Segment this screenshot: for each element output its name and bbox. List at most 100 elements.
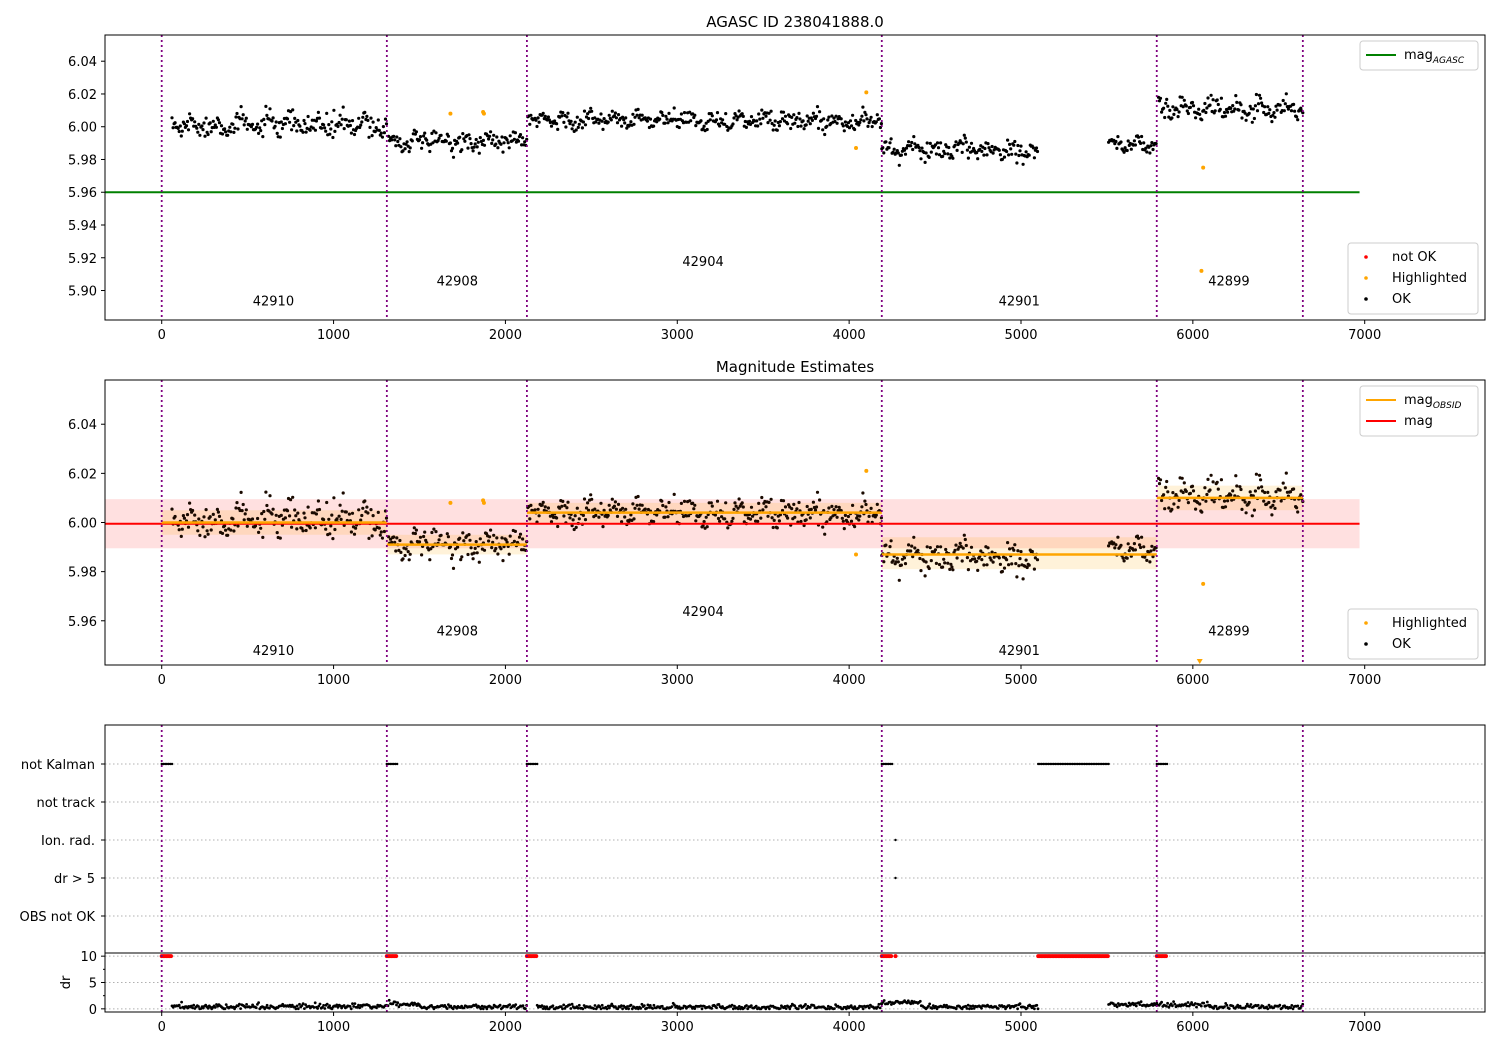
p2-ok-point — [679, 501, 684, 505]
p2-ok-point — [632, 517, 636, 521]
flag-point — [1107, 762, 1110, 766]
p2-ok-point — [919, 569, 923, 573]
p2-ok-point — [1223, 505, 1228, 509]
p1-ok-point — [472, 145, 476, 149]
dr-point — [191, 1006, 194, 1010]
dr-point — [1278, 1003, 1282, 1007]
p1-ok-point — [383, 117, 388, 121]
p2-ok-point — [624, 507, 628, 511]
p2-ok-point — [562, 514, 566, 518]
p2-ytick-label: 6.02 — [68, 467, 97, 482]
p2-ok-point — [821, 525, 825, 529]
p1-ok-point — [865, 117, 869, 121]
p1-ok-point — [889, 137, 893, 141]
p2-ok-point — [910, 544, 914, 548]
dr-point — [905, 1001, 909, 1005]
p2-ok-point — [613, 500, 618, 504]
p2-ok-point — [1253, 489, 1257, 493]
p2-ok-point — [560, 504, 564, 508]
p1-ok-point — [1164, 101, 1168, 105]
dr-point — [731, 1007, 735, 1011]
p1-ok-point — [296, 118, 300, 123]
p2-ok-point — [882, 560, 886, 564]
p2-ok-point — [941, 565, 945, 569]
dr-point — [754, 1004, 758, 1008]
dr-point — [498, 1003, 502, 1007]
p2-ok-point — [736, 506, 740, 510]
p2-ok-point — [1205, 492, 1209, 497]
dr-point — [700, 1007, 704, 1011]
p1-ok-point — [565, 115, 569, 119]
dr-tick-label: 10 — [80, 950, 97, 965]
p1-ok-point — [987, 146, 991, 150]
dr-point — [562, 1003, 566, 1007]
p2-ok-point — [797, 500, 801, 505]
p1-ok-point — [1205, 106, 1209, 110]
p1-ytick-label: 6.02 — [68, 88, 97, 103]
p2-ok-point — [201, 525, 205, 529]
panel1-title: AGASC ID 238041888.0 — [706, 13, 884, 31]
p2-ok-point — [412, 526, 416, 530]
p1-ok-point — [536, 116, 540, 120]
p1-ok-point — [1253, 104, 1257, 108]
p2-ok-point — [593, 507, 597, 511]
p1-ok-point — [176, 126, 180, 130]
p1-ok-point — [975, 151, 979, 155]
p1-ok-point — [1231, 104, 1235, 108]
p2-ok-point — [737, 497, 741, 501]
p2-ok-point — [1119, 543, 1123, 547]
p1-ok-point — [262, 117, 266, 121]
p2-ok-point — [399, 550, 403, 555]
p1-ok-point — [1219, 96, 1223, 100]
p1-ok-point — [724, 112, 728, 116]
p1-ok-point — [393, 138, 397, 142]
p2-ok-point — [397, 548, 401, 553]
p1-ok-point — [1006, 138, 1010, 142]
p1-ok-point — [620, 124, 624, 128]
p2-ok-point — [1116, 535, 1120, 539]
p1-ok-point — [846, 121, 851, 125]
flag-point — [1036, 762, 1040, 766]
p3-xtick-label: 2000 — [489, 1020, 522, 1035]
dr-point — [620, 1004, 623, 1008]
p1-ok-point — [271, 116, 275, 120]
p2-ok-point — [629, 513, 633, 517]
p1-ok-point — [714, 118, 719, 122]
p1-ok-point — [927, 155, 931, 159]
p2-ok-point — [843, 513, 848, 518]
p2-ok-point — [317, 507, 322, 512]
p1-ok-point — [937, 153, 942, 157]
dr-point — [624, 1007, 628, 1010]
p1-ok-point — [381, 125, 385, 129]
p2-ok-point — [471, 557, 475, 561]
p1-ok-point — [614, 116, 619, 120]
p1-ok-point — [790, 115, 794, 119]
p1-ok-point — [566, 111, 570, 115]
p1-ok-point — [518, 133, 523, 137]
p2-ok-point — [365, 505, 369, 509]
p1-ok-point — [849, 124, 854, 128]
p2-ok-point — [780, 508, 785, 513]
p1-ok-point — [1292, 102, 1296, 106]
dr-point — [352, 1005, 356, 1008]
p1-ok-point — [476, 140, 480, 144]
p1-ok-point — [985, 153, 989, 157]
p1-ok-point — [859, 118, 863, 122]
p1-ok-point — [912, 135, 916, 139]
p1-ok-point — [396, 139, 400, 144]
dr-point — [318, 1002, 322, 1006]
p2-ok-point — [482, 548, 487, 552]
p1-ok-point — [891, 150, 895, 154]
p2-ok-point — [265, 503, 269, 508]
dr-point — [192, 1003, 196, 1007]
p1-ok-point — [694, 124, 698, 128]
p2-ok-point — [740, 501, 744, 505]
p2-ok-point — [734, 504, 738, 508]
p2-ok-point — [837, 505, 841, 509]
p2-ok-point — [606, 513, 610, 518]
p2-ok-point — [188, 501, 192, 505]
p1-ok-point — [339, 123, 343, 127]
p1-ok-point — [909, 144, 913, 148]
p1-ok-point — [1133, 143, 1137, 147]
p1-ok-point — [835, 121, 839, 125]
